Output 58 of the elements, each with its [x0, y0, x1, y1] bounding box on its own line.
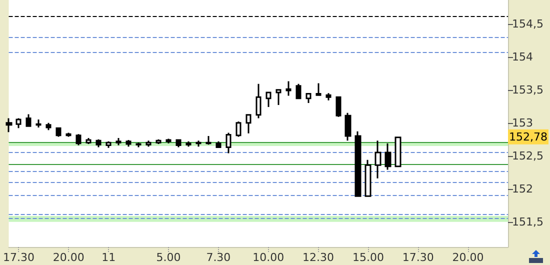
candlestick — [226, 132, 232, 154]
x-tick-label: 5.00 — [156, 251, 181, 264]
candlestick — [316, 82, 322, 97]
y-tick-label: 151,5 — [512, 215, 544, 228]
candlestick — [186, 140, 192, 148]
candlestick — [166, 138, 172, 144]
candlestick — [246, 114, 252, 134]
annotation: 152,78 — [509, 130, 548, 144]
candlestick — [216, 140, 222, 149]
candlestick — [126, 139, 132, 148]
candlestick — [76, 133, 82, 146]
x-tick-label: 20.00 — [52, 251, 84, 264]
candlestick — [256, 83, 262, 119]
x-tick-label: 20.00 — [452, 251, 484, 264]
candlestick — [354, 130, 362, 198]
x-tick-label: 15.00 — [352, 251, 384, 264]
candlestick — [384, 142, 392, 170]
candlestick — [156, 138, 162, 145]
candlestick — [146, 140, 152, 148]
candlestick — [196, 140, 202, 148]
y-tick-label: 152 — [512, 182, 533, 196]
candlestick — [286, 80, 292, 97]
candlestick — [26, 114, 32, 128]
candlestick — [296, 83, 302, 100]
candlestick — [86, 137, 92, 145]
x-tick-label: 12.30 — [302, 251, 334, 264]
x-tick-label: 17.30 — [2, 251, 34, 264]
candlestick — [266, 91, 272, 108]
candlestick — [364, 159, 372, 198]
candlestick — [236, 120, 242, 138]
x-tick-label: 7.30 — [206, 251, 231, 264]
candlestick — [36, 118, 42, 128]
candlestick — [336, 96, 342, 118]
candlestick — [344, 112, 352, 142]
x-tick-label: 10.00 — [252, 251, 284, 264]
y-tick-label: 153 — [512, 116, 533, 130]
candlestick — [374, 140, 382, 180]
candlestick — [276, 88, 282, 106]
y-tick-label: 154 — [512, 50, 533, 64]
candlestick — [116, 137, 122, 146]
candlestick — [206, 135, 212, 146]
candlestick — [96, 138, 102, 148]
candlestick — [176, 138, 182, 148]
candlestick — [306, 92, 312, 104]
x-tick-label: 11 — [102, 251, 116, 264]
y-tick-label: 152,5 — [512, 149, 544, 162]
candlestick — [326, 92, 332, 102]
candlestick — [106, 140, 112, 149]
x-tick-label: 17.30 — [402, 251, 434, 264]
candlestick — [66, 132, 72, 138]
candlestick — [16, 117, 22, 129]
y-tick-label: 154,5 — [512, 17, 544, 30]
candlestick — [56, 126, 62, 138]
candlestick — [394, 136, 402, 168]
candlestick — [136, 142, 142, 148]
candlestick — [46, 122, 52, 131]
y-tick-label: 153,5 — [512, 83, 544, 96]
candlestick — [6, 117, 12, 133]
